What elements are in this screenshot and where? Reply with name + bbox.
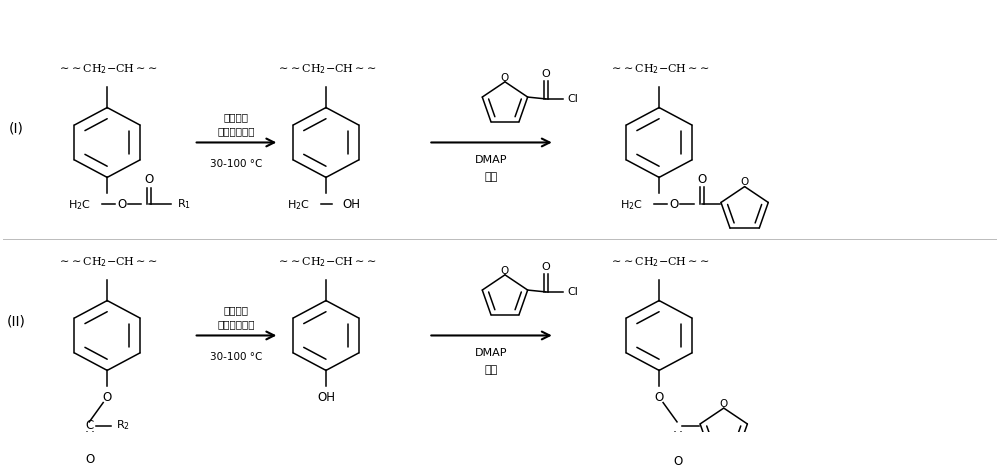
Text: R$_1$: R$_1$ [177,197,191,211]
Text: O: O [720,399,728,409]
Text: Cl: Cl [567,94,578,104]
Text: DMAP: DMAP [475,348,508,358]
Text: H$_2$C: H$_2$C [620,198,643,212]
Text: O: O [501,266,509,276]
Text: $\sim\!\sim$CH$_2$$-$CH$\sim\!\sim$: $\sim\!\sim$CH$_2$$-$CH$\sim\!\sim$ [276,62,376,76]
Text: O: O [86,453,95,466]
Text: 碱水溶液: 碱水溶液 [224,305,249,315]
Text: OH: OH [317,391,335,404]
Text: O: O [698,173,707,186]
Text: O: O [542,262,550,272]
Text: O: O [145,173,154,186]
Text: Cl: Cl [567,287,578,297]
Text: 30-100 °C: 30-100 °C [210,352,263,362]
Text: $\sim\!\sim$CH$_2$$-$CH$\sim\!\sim$: $\sim\!\sim$CH$_2$$-$CH$\sim\!\sim$ [57,62,158,76]
Text: $\sim\!\sim$CH$_2$$-$CH$\sim\!\sim$: $\sim\!\sim$CH$_2$$-$CH$\sim\!\sim$ [276,255,376,269]
Text: O: O [669,198,678,211]
Text: $\sim\!\sim$CH$_2$$-$CH$\sim\!\sim$: $\sim\!\sim$CH$_2$$-$CH$\sim\!\sim$ [57,255,158,269]
Text: H$_2$C: H$_2$C [68,198,91,212]
Text: O: O [501,73,509,83]
Text: R$_2$: R$_2$ [116,418,130,432]
Text: C: C [85,419,93,432]
Text: 相转移催化剂: 相转移催化剂 [218,126,255,136]
Text: (II): (II) [6,315,25,329]
Text: 吵咀: 吵咀 [485,172,498,182]
Text: O: O [673,455,683,467]
Text: $\sim\!\sim$CH$_2$$-$CH$\sim\!\sim$: $\sim\!\sim$CH$_2$$-$CH$\sim\!\sim$ [609,255,709,269]
Text: DMAP: DMAP [475,156,508,165]
Text: 碱水溶液: 碱水溶液 [224,112,249,122]
Text: 吵咀: 吵咀 [485,365,498,375]
Text: OH: OH [342,198,360,211]
Text: $\sim\!\sim$CH$_2$$-$CH$\sim\!\sim$: $\sim\!\sim$CH$_2$$-$CH$\sim\!\sim$ [609,62,709,76]
Text: H$_2$C: H$_2$C [287,198,310,212]
Text: 相转移催化剂: 相转移催化剂 [218,319,255,329]
Text: (I): (I) [8,122,23,136]
Text: 30-100 °C: 30-100 °C [210,159,263,169]
Text: O: O [117,198,126,211]
Text: O: O [741,177,749,187]
Text: O: O [103,391,112,404]
Text: O: O [654,391,664,404]
Text: O: O [542,69,550,79]
